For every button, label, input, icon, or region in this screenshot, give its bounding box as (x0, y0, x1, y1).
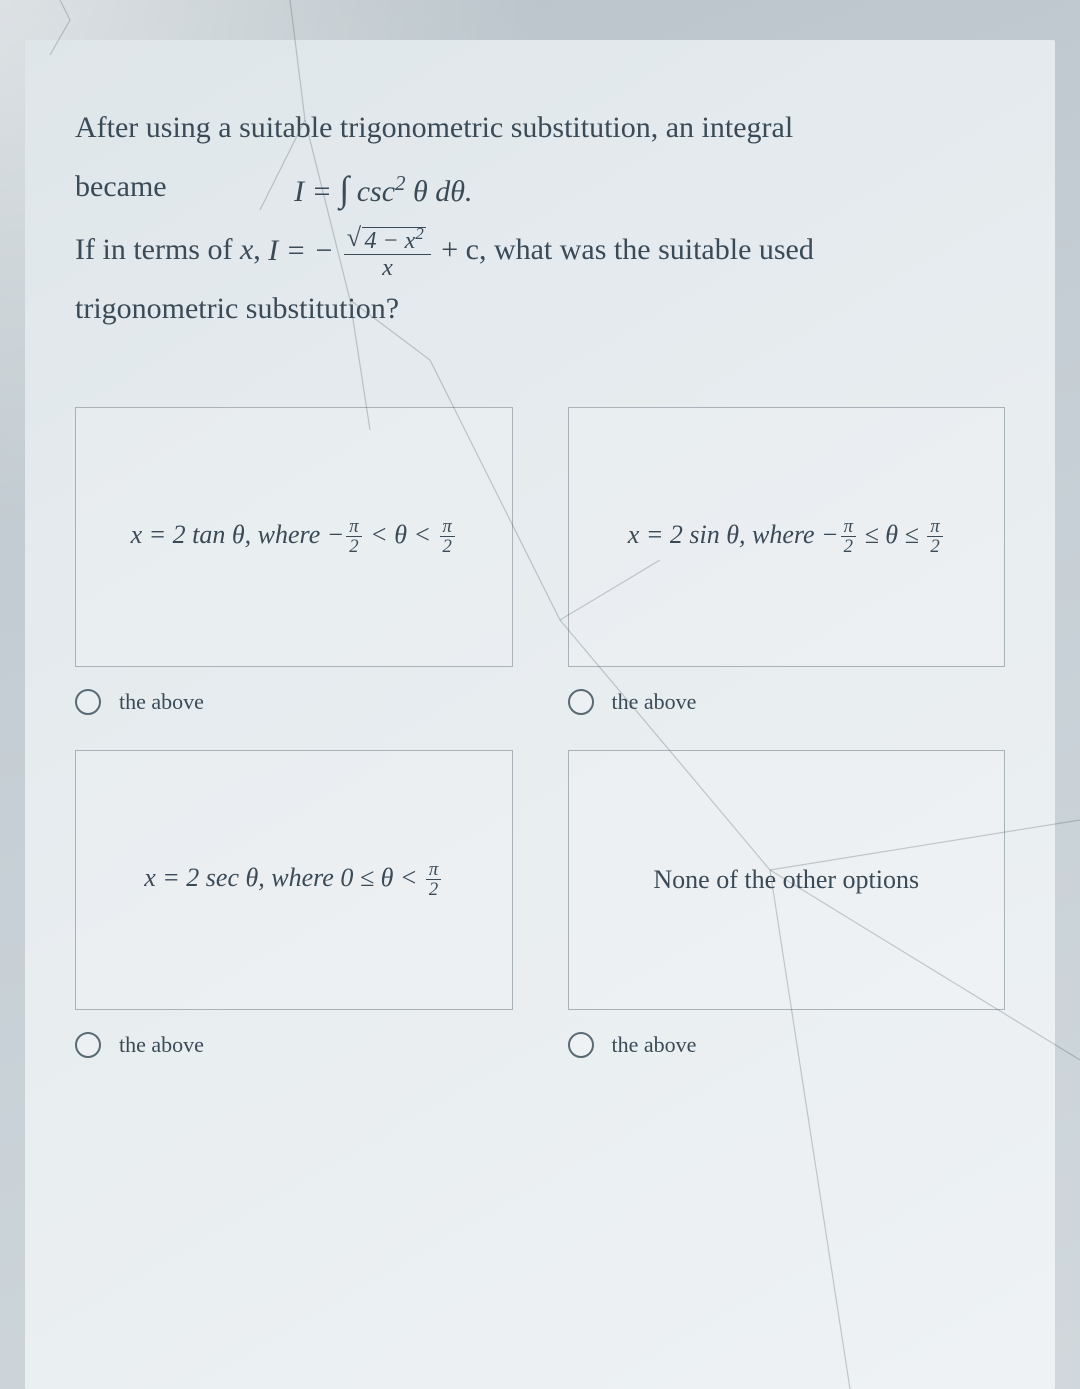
question-text: After using a suitable trigonometric sub… (75, 100, 1005, 337)
radio-label: the above (119, 689, 204, 715)
option-math: x = 2 sec θ, where 0 ≤ θ < π2 (144, 860, 443, 900)
radio-row[interactable]: the above (75, 1032, 513, 1058)
q-line2a: became (75, 170, 167, 203)
option-text: None of the other options (653, 865, 919, 895)
q-line1: After using a suitable trigonometric sub… (75, 111, 793, 144)
radio-icon[interactable] (568, 1032, 594, 1058)
option-sec: x = 2 sec θ, where 0 ≤ θ < π2 the above (75, 750, 513, 1058)
radio-label: the above (612, 1032, 697, 1058)
radio-row[interactable]: the above (75, 689, 513, 715)
q-result-expr: I = − 4 − x2 x (268, 223, 433, 282)
q-line4: trigonometric substitution? (75, 292, 399, 325)
option-box[interactable]: x = 2 tan θ, where −π2 < θ < π2 (75, 407, 513, 667)
options-grid: x = 2 tan θ, where −π2 < θ < π2 the abov… (75, 407, 1005, 1058)
option-sin: x = 2 sin θ, where −π2 ≤ θ ≤ π2 the abov… (568, 407, 1006, 715)
radio-row[interactable]: the above (568, 1032, 1006, 1058)
radio-icon[interactable] (568, 689, 594, 715)
option-box[interactable]: x = 2 sec θ, where 0 ≤ θ < π2 (75, 750, 513, 1010)
option-box[interactable]: x = 2 sin θ, where −π2 ≤ θ ≤ π2 (568, 407, 1006, 667)
option-math: x = 2 tan θ, where −π2 < θ < π2 (131, 517, 457, 557)
radio-icon[interactable] (75, 689, 101, 715)
radio-label: the above (119, 1032, 204, 1058)
radio-label: the above (612, 689, 697, 715)
q-integral: I = ∫ csc2 θ dθ. (294, 156, 472, 223)
q-line3a: If in terms of (75, 233, 240, 266)
q-frac: 4 − x2 x (344, 225, 430, 282)
option-tan: x = 2 tan θ, where −π2 < θ < π2 the abov… (75, 407, 513, 715)
radio-row[interactable]: the above (568, 689, 1006, 715)
option-box[interactable]: None of the other options (568, 750, 1006, 1010)
radio-icon[interactable] (75, 1032, 101, 1058)
option-math: x = 2 sin θ, where −π2 ≤ θ ≤ π2 (628, 517, 945, 557)
question-page: After using a suitable trigonometric sub… (25, 40, 1055, 1389)
option-none: None of the other options the above (568, 750, 1006, 1058)
